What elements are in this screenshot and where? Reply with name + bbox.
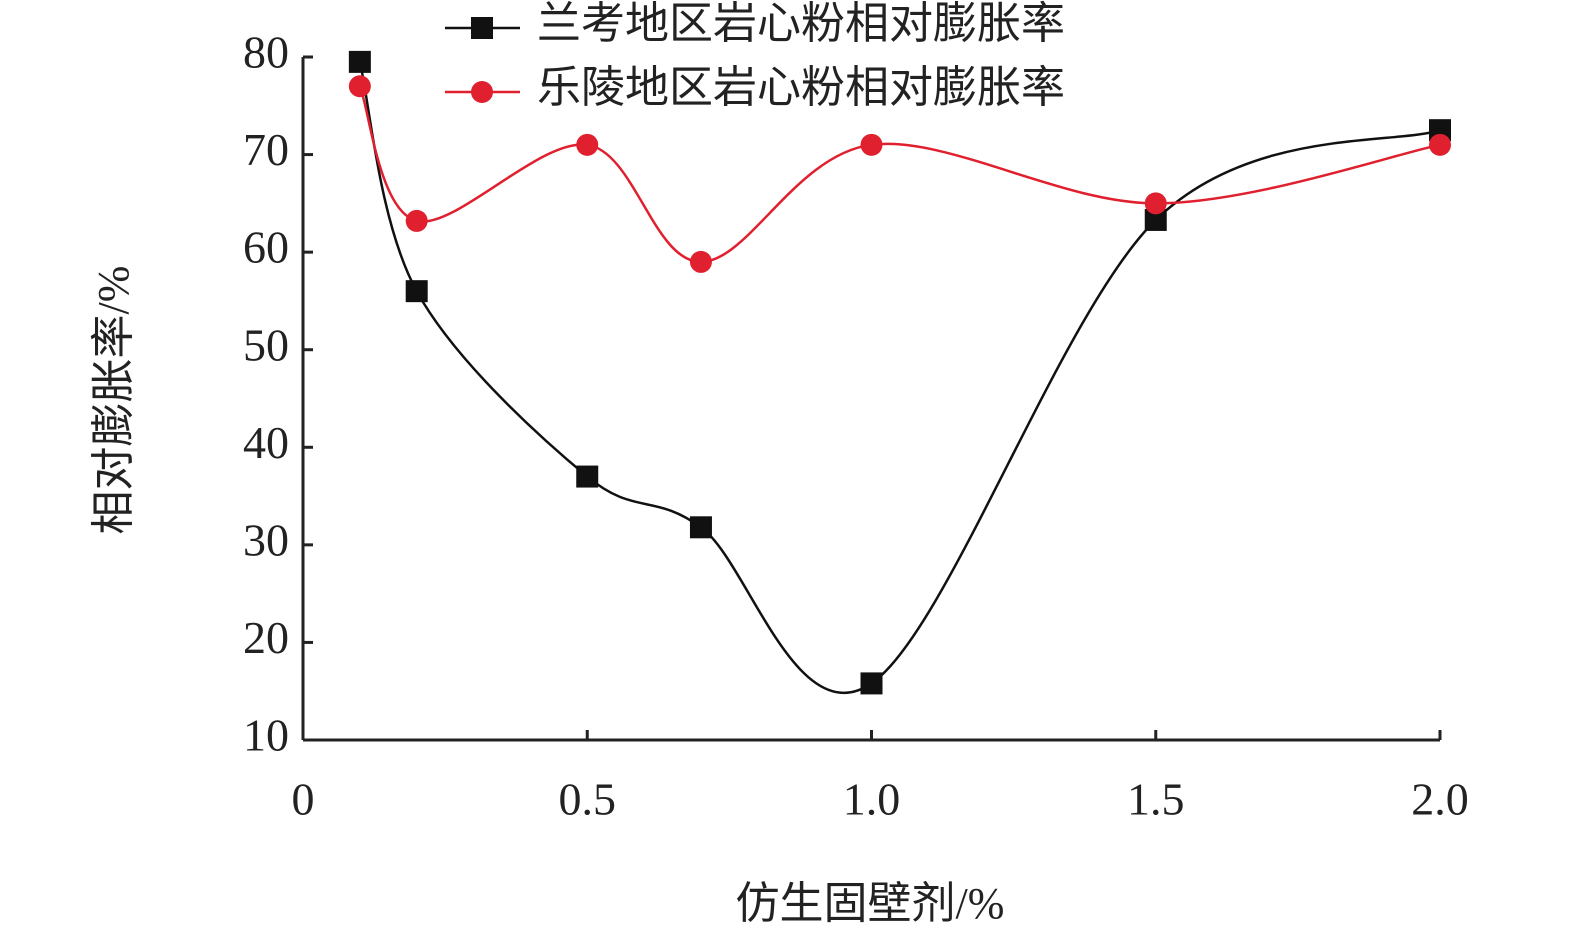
x-tick-label: 2.0 [1411, 774, 1469, 825]
y-tick-label: 30 [243, 514, 289, 565]
y-tick-label: 10 [243, 710, 289, 761]
series-line [358, 85, 1441, 264]
marker [1429, 133, 1451, 156]
marker [576, 465, 599, 488]
legend-label: 兰考地区岩心粉相对膨胀率 [537, 0, 1065, 48]
marker [405, 209, 428, 232]
y-tick-label: 20 [243, 612, 289, 663]
y-tick-label: 80 [243, 27, 289, 78]
y-axis-label: 相对膨胀率/% [89, 266, 138, 535]
y-tick-label: 60 [243, 222, 289, 273]
x-tick-label: 1.5 [1127, 774, 1185, 825]
marker [576, 133, 599, 156]
marker [689, 516, 712, 539]
x-axis-label: 仿生固壁剂/% [736, 879, 1005, 928]
x-tick-label: 1.0 [843, 774, 901, 825]
x-tick-label: 0 [292, 774, 315, 825]
marker [1144, 192, 1167, 215]
y-tick-label: 70 [243, 124, 289, 175]
marker [405, 280, 428, 303]
marker [860, 133, 883, 156]
legend-label: 乐陵地区岩心粉相对膨胀率 [537, 63, 1065, 112]
x-tick-label: 0.5 [559, 774, 617, 825]
y-tick-label: 40 [243, 417, 289, 468]
marker [348, 50, 371, 73]
marker [689, 250, 712, 273]
legend-marker [471, 17, 493, 39]
legend-marker [471, 81, 493, 103]
marker [860, 672, 883, 695]
marker [348, 75, 371, 98]
series-line [358, 61, 1441, 694]
y-tick-label: 50 [243, 319, 289, 370]
marker [1144, 208, 1167, 231]
